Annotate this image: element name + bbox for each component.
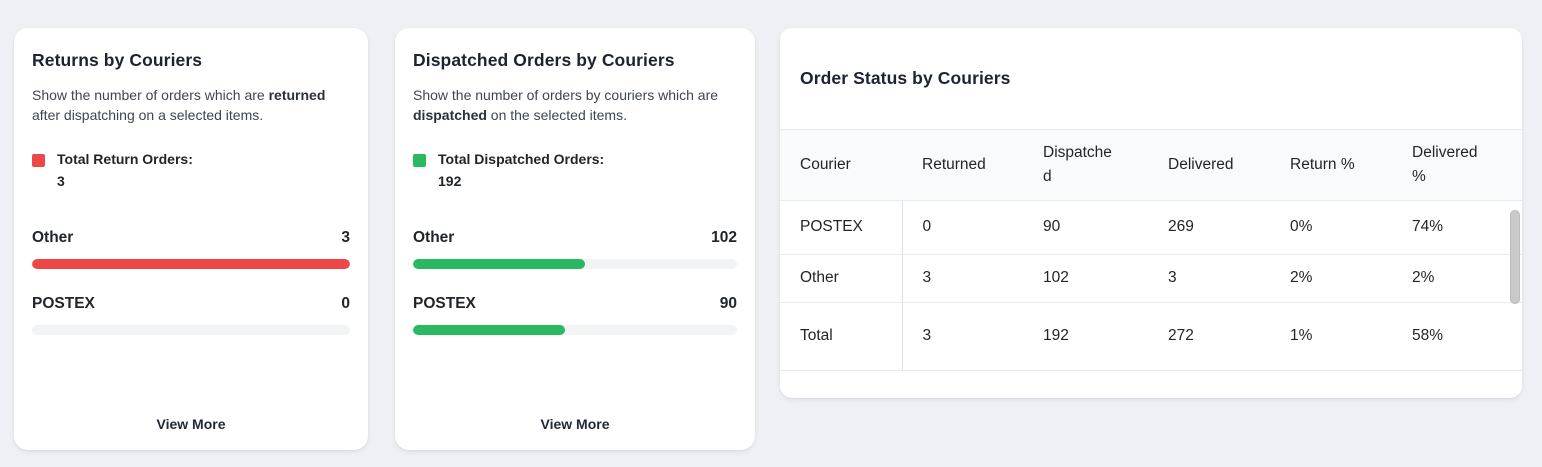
bar-row-postex: POSTEX 0 xyxy=(32,295,350,335)
order-status-card: Order Status by Couriers Courier Returne… xyxy=(780,28,1522,398)
desc-text: after dispatching on a selected items. xyxy=(32,107,264,123)
bar-row-other: Other 3 xyxy=(32,229,350,269)
col-header-dispatched: Dispatched xyxy=(1043,143,1112,185)
cell-delivered-pct: 74% xyxy=(1412,218,1444,235)
progress-track xyxy=(32,325,350,335)
desc-text: on the selected items. xyxy=(486,107,627,123)
bar-label: POSTEX xyxy=(32,295,95,312)
legend-value: 192 xyxy=(438,173,462,189)
view-more-link[interactable]: View More xyxy=(156,416,226,432)
progress-track xyxy=(32,259,350,269)
dispatched-bars: Other 102 POSTEX 90 xyxy=(413,229,737,335)
progress-fill xyxy=(32,259,350,269)
legend-label: Total Dispatched Orders: xyxy=(438,151,605,167)
green-legend-swatch xyxy=(413,154,426,167)
returns-card-description: Show the number of orders which are retu… xyxy=(32,85,350,125)
order-status-table: Courier Returned Dispatched Delivered Re… xyxy=(780,130,1522,371)
progress-track xyxy=(413,259,737,269)
order-status-header: Order Status by Couriers xyxy=(780,28,1522,130)
desc-bold-word: dispatched xyxy=(413,107,487,123)
cell-return-pct: 1% xyxy=(1290,327,1313,344)
table-header-row: Courier Returned Dispatched Delivered Re… xyxy=(780,130,1522,200)
dispatched-orders-card: Dispatched Orders by Couriers Show the n… xyxy=(395,28,755,450)
cell-delivered: 272 xyxy=(1168,327,1194,344)
cell-returned: 0 xyxy=(922,218,932,235)
legend-label: Total Return Orders: xyxy=(57,151,193,167)
cell-dispatched: 90 xyxy=(1043,218,1061,235)
order-status-title: Order Status by Couriers xyxy=(800,68,1011,88)
progress-fill xyxy=(413,325,566,335)
col-header-delivered-pct: Delivered % xyxy=(1412,143,1478,185)
dispatched-legend: Total Dispatched Orders: 192 xyxy=(413,151,737,189)
returns-by-couriers-card: Returns by Couriers Show the number of o… xyxy=(14,28,368,450)
bar-value: 3 xyxy=(341,229,350,246)
cell-dispatched: 192 xyxy=(1043,327,1069,344)
cell-return-pct: 0% xyxy=(1290,218,1313,235)
returns-bars: Other 3 POSTEX 0 xyxy=(32,229,350,335)
scrollbar-thumb[interactable] xyxy=(1510,210,1520,304)
cell-courier: Total xyxy=(780,302,903,370)
col-header-return-pct: Return % xyxy=(1290,155,1355,173)
view-more-link[interactable]: View More xyxy=(540,416,610,432)
bar-row-postex: POSTEX 90 xyxy=(413,295,737,335)
cell-courier: POSTEX xyxy=(780,200,903,254)
legend-value: 3 xyxy=(57,173,65,189)
dispatched-card-title: Dispatched Orders by Couriers xyxy=(413,50,675,70)
returns-legend: Total Return Orders: 3 xyxy=(32,151,350,189)
desc-text: Show the number of orders which are xyxy=(32,87,269,103)
cell-delivered-pct: 2% xyxy=(1412,269,1435,286)
bar-value: 90 xyxy=(719,295,737,312)
desc-bold-word: returned xyxy=(268,87,326,103)
legend-text: Total Return Orders: 3 xyxy=(57,151,193,189)
col-header-returned: Returned xyxy=(922,155,986,173)
progress-fill xyxy=(413,259,585,269)
legend-text: Total Dispatched Orders: 192 xyxy=(438,151,604,189)
col-header-courier: Courier xyxy=(800,155,851,173)
cell-return-pct: 2% xyxy=(1290,269,1313,286)
cell-returned: 3 xyxy=(922,269,932,286)
dispatched-card-description: Show the number of orders by couriers wh… xyxy=(413,85,737,125)
table-row-postex: POSTEX 0 90 269 0% 74% xyxy=(780,200,1522,254)
red-legend-swatch xyxy=(32,154,45,167)
desc-text: Show the number of orders by couriers wh… xyxy=(413,87,719,103)
col-header-delivered: Delivered xyxy=(1168,155,1234,173)
table-row-other: Other 3 102 3 2% 2% xyxy=(780,254,1522,302)
bar-value: 102 xyxy=(711,229,737,246)
cell-courier: Other xyxy=(780,254,903,302)
bar-value: 0 xyxy=(341,295,350,312)
progress-track xyxy=(413,325,737,335)
table-row-total: Total 3 192 272 1% 58% xyxy=(780,302,1522,370)
bar-label: POSTEX xyxy=(413,295,476,312)
cell-delivered: 3 xyxy=(1168,269,1177,286)
cell-delivered: 269 xyxy=(1168,218,1194,235)
bar-label: Other xyxy=(413,229,455,246)
bar-row-other: Other 102 xyxy=(413,229,737,269)
cell-dispatched: 102 xyxy=(1043,269,1069,286)
cell-delivered-pct: 58% xyxy=(1412,327,1444,344)
returns-card-title: Returns by Couriers xyxy=(32,50,203,70)
bar-label: Other xyxy=(32,229,74,246)
cell-returned: 3 xyxy=(922,327,932,344)
